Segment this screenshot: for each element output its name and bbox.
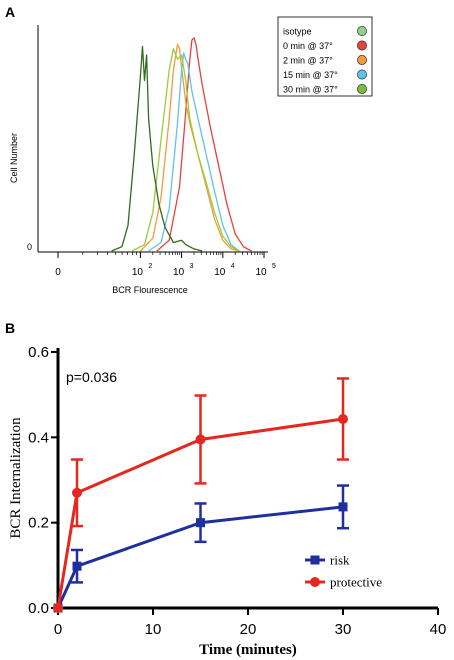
histogram-legend: isotype 0 min @ 37° 2 min @ 37° 15 min @ 37… (277, 16, 373, 97)
histogram-curve-3 (148, 52, 240, 252)
internalization-tick-labels: 0 10 20 30 40 0.0 0.2 0.4 0.6 (28, 344, 446, 638)
series-risk (53, 484, 349, 613)
panel-a: A Cell Number 0 0 10 2 10 3 10 4 10 5 BCR Floure… (5, 4, 373, 295)
data-point-square (72, 561, 82, 571)
panel-b-label: B (5, 320, 15, 336)
histogram-legend-swatch (357, 69, 367, 80)
histogram-x-tick-label: 10 (132, 267, 144, 278)
histogram-legend-label: 2 min @ 37° (283, 56, 333, 66)
series-protective (53, 377, 349, 613)
data-point-circle (195, 434, 206, 445)
histogram-xlabel: BCR Flourescence (112, 285, 188, 295)
histogram-x-tick-label: 10 (255, 267, 267, 278)
data-point-square (196, 518, 205, 528)
legend-marker (310, 555, 320, 565)
y-tick-label: 0.0 (28, 600, 49, 617)
x-tick-label: 40 (430, 621, 447, 638)
x-tick-label: 20 (240, 621, 257, 638)
panel-b: B 0 10 20 30 40 0.0 0.2 0.4 0.6 BCR Internalizat… (5, 320, 446, 658)
x-tick-label: 10 (145, 621, 162, 638)
series-line-risk (56, 505, 344, 609)
histogram-legend-label: 0 min @ 37° (283, 41, 333, 51)
histogram-x-tick-exponent: 5 (272, 263, 276, 270)
histogram-x-tick-exponent: 3 (190, 263, 194, 270)
histogram-x-tick-label: 0 (55, 267, 61, 278)
data-point-circle (53, 603, 63, 613)
legend-label: risk (330, 553, 350, 568)
histogram-legend-swatch (357, 40, 367, 51)
data-point-circle (72, 487, 82, 498)
histogram-ylabel: Cell Number (9, 133, 19, 183)
histogram-legend-label: 15 min @ 37° (283, 70, 338, 80)
y-tick-label: 0.4 (28, 429, 49, 446)
histogram-legend-swatch (357, 55, 367, 65)
histogram-curve-0 (111, 45, 203, 252)
histogram-x-tick-labels: 0 10 2 10 3 10 4 10 5 (55, 263, 276, 278)
x-tick-label: 30 (335, 621, 352, 638)
data-point-circle (338, 413, 348, 424)
histogram-y-tick: 0 (27, 242, 32, 252)
data-point-square (338, 502, 348, 512)
histogram-legend-swatch (357, 84, 367, 94)
histogram-curve-2 (139, 43, 240, 252)
y-tick-label: 0.6 (28, 344, 49, 361)
histogram-legend-label: 30 min @ 37° (283, 85, 338, 95)
internalization-legend: risk protective (305, 553, 382, 590)
internalization-xlabel: Time (minutes) (199, 642, 297, 658)
histogram-x-tick-label: 10 (214, 267, 226, 278)
histogram-x-ticks (57, 252, 265, 258)
histogram-curves (111, 37, 252, 252)
panel-a-label: A (5, 4, 15, 20)
histogram-x-tick-exponent: 2 (148, 263, 152, 270)
histogram-x-tick-label: 10 (173, 267, 185, 278)
histogram-curve-1 (156, 37, 252, 252)
histogram-legend-swatch (357, 26, 367, 36)
series-line-protective (56, 417, 344, 609)
legend-marker (310, 577, 320, 587)
x-tick-label: 0 (54, 621, 62, 638)
histogram-axes (37, 25, 268, 253)
y-tick-label: 0.2 (28, 515, 49, 532)
p-value-annotation: p=0.036 (66, 369, 117, 385)
histogram-x-tick-exponent: 4 (231, 263, 235, 270)
histogram-curve-4 (131, 48, 240, 252)
histogram-legend-label: isotype (283, 27, 312, 37)
internalization-ylabel: BCR Internalization (8, 417, 24, 539)
legend-item-risk: risk (305, 553, 350, 568)
legend-label: protective (330, 575, 382, 590)
legend-item-protective: protective (305, 575, 382, 590)
internalization-series (53, 377, 349, 613)
